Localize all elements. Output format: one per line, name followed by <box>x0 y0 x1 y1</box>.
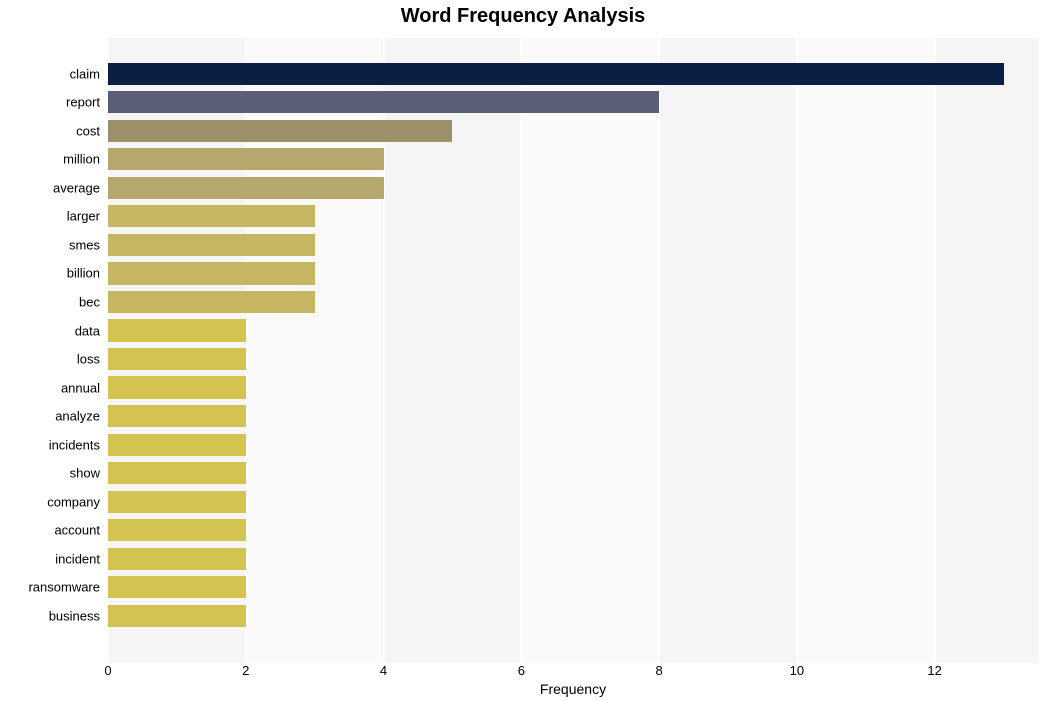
x-axis-label: Frequency <box>108 681 1038 697</box>
x-tick: 8 <box>655 663 662 678</box>
y-label-analyze: analyze <box>55 409 100 424</box>
x-tick: 0 <box>104 663 111 678</box>
y-label-average: average <box>53 180 100 195</box>
x-tick: 10 <box>790 663 804 678</box>
bar-company <box>108 491 246 513</box>
plot-area <box>108 38 1038 663</box>
bar-larger <box>108 205 315 227</box>
x-tick: 4 <box>380 663 387 678</box>
bar-smes <box>108 234 315 256</box>
x-tick: 2 <box>242 663 249 678</box>
bar-average <box>108 177 384 199</box>
bar-account <box>108 519 246 541</box>
y-label-account: account <box>54 523 100 538</box>
bar-show <box>108 462 246 484</box>
y-label-cost: cost <box>76 123 100 138</box>
bar-billion <box>108 262 315 284</box>
y-label-data: data <box>75 323 100 338</box>
bar-million <box>108 148 384 170</box>
bar-incidents <box>108 434 246 456</box>
y-label-loss: loss <box>77 352 100 367</box>
bar-loss <box>108 348 246 370</box>
y-label-bec: bec <box>79 294 100 309</box>
chart-title: Word Frequency Analysis <box>0 5 1046 28</box>
bar-report <box>108 91 659 113</box>
bar-business <box>108 605 246 627</box>
bar-analyze <box>108 405 246 427</box>
bars-layer <box>108 38 1038 663</box>
y-label-incident: incident <box>55 551 100 566</box>
y-label-smes: smes <box>69 237 100 252</box>
x-tick: 12 <box>927 663 941 678</box>
y-axis-labels: claim report cost million average larger smes b… <box>0 38 100 663</box>
bar-claim <box>108 63 1004 85</box>
y-label-claim: claim <box>70 66 100 81</box>
bar-bec <box>108 291 315 313</box>
y-label-business: business <box>49 608 100 623</box>
y-label-company: company <box>47 494 100 509</box>
bar-cost <box>108 120 452 142</box>
y-label-ransomware: ransomware <box>28 580 100 595</box>
x-tick: 6 <box>518 663 525 678</box>
bar-incident <box>108 548 246 570</box>
y-label-larger: larger <box>67 209 100 224</box>
y-label-billion: billion <box>67 266 100 281</box>
word-frequency-chart: Word Frequency Analysis claim report cost m… <box>0 0 1046 701</box>
y-label-report: report <box>66 95 100 110</box>
y-label-incidents: incidents <box>49 437 100 452</box>
bar-ransomware <box>108 576 246 598</box>
y-label-annual: annual <box>61 380 100 395</box>
bar-annual <box>108 376 246 398</box>
y-label-million: million <box>63 152 100 167</box>
bar-data <box>108 319 246 341</box>
y-label-show: show <box>70 466 100 481</box>
